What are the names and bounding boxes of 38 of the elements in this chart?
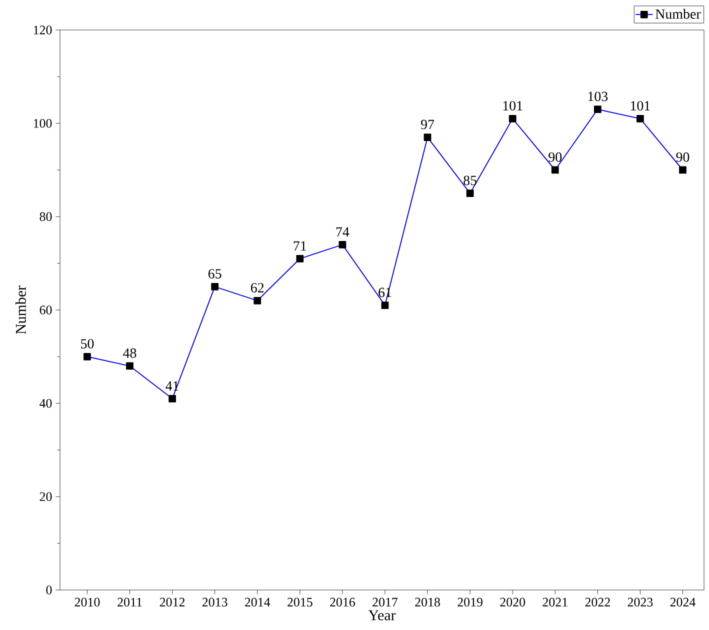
data-label: 62 [250, 283, 264, 292]
y-axis-title: Number [15, 286, 26, 334]
x-tick-label: 2024 [670, 598, 696, 607]
y-tick-label: 80 [40, 212, 52, 222]
x-tick-label: 2016 [330, 598, 356, 607]
data-label: 50 [81, 339, 94, 348]
x-tick-label: 2014 [244, 598, 270, 607]
data-label: 74 [336, 227, 350, 236]
data-label: 65 [208, 269, 222, 278]
x-tick-label: 2019 [458, 598, 482, 607]
data-label: 97 [420, 120, 434, 130]
data-label: 101 [630, 101, 650, 110]
x-tick-label: 2021 [542, 598, 568, 607]
x-axis-title: Year [368, 610, 396, 620]
data-label: 101 [503, 101, 522, 110]
x-tick-label: 2022 [585, 598, 610, 607]
x-tick-label: 2017 [372, 598, 398, 607]
data-label: 48 [123, 348, 136, 358]
y-tick-label: 120 [34, 26, 52, 34]
x-tick-label: 2020 [500, 598, 526, 607]
y-tick-label: 0 [46, 586, 52, 594]
x-tick-label: 2018 [415, 598, 440, 607]
legend-label: Number [656, 8, 701, 19]
data-label: 90 [676, 152, 690, 162]
data-label: 85 [464, 176, 476, 186]
x-tick-label: 2010 [74, 598, 100, 607]
data-label: 103 [588, 92, 608, 102]
data-label: 90 [548, 152, 562, 162]
x-tick-label: 2012 [160, 598, 185, 607]
data-label: 71 [294, 241, 306, 250]
x-tick-label: 2023 [628, 598, 653, 607]
y-tick-label: 60 [40, 306, 52, 314]
x-tick-label: 2011 [118, 598, 142, 607]
x-tick-label: 2015 [288, 598, 312, 607]
x-tick-label: 2013 [202, 598, 228, 607]
y-tick-label: 100 [34, 118, 52, 128]
y-tick-label: 20 [40, 492, 52, 502]
y-tick-label: 40 [40, 398, 52, 408]
